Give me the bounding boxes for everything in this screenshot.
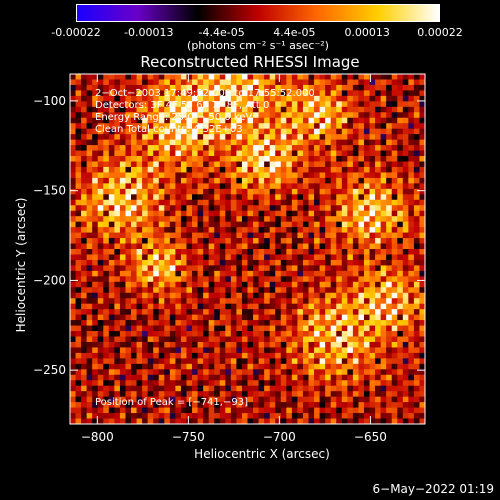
colorbar-tick-label: -0.00013	[124, 26, 174, 39]
heatmap-cells	[70, 74, 426, 425]
colorbar-tick-label: 0.00013	[344, 26, 390, 39]
colorbar-tick-label: 0.00022	[417, 26, 463, 39]
annotation-method: Clean Total counts: 4.32E+03	[95, 124, 243, 135]
colorbar-tick-label: -0.00022	[51, 26, 101, 39]
y-tick-label: −250	[33, 363, 66, 377]
footer-date: 6−May−2022 01:19	[372, 482, 495, 496]
annotation-detectors: Detectors: 3F 4F 5F 6F 7F 8F, Att 0	[95, 100, 270, 111]
colorbar-tick-label: 4.4e-05	[273, 26, 316, 39]
x-tick-label: −700	[263, 430, 296, 444]
y-tick-label: −150	[33, 184, 66, 198]
y-tick-label: −200	[33, 273, 66, 287]
plot-frame	[69, 73, 426, 425]
x-tick-label: −750	[172, 430, 205, 444]
chart-title: Reconstructed RHESSI Image	[140, 53, 360, 71]
colorbar-tick-label: -4.4e-05	[198, 26, 245, 39]
colorbar-units: (photons cm⁻² s⁻¹ asec⁻²)	[187, 39, 329, 52]
x-axis-label: Heliocentric X (arcsec)	[194, 447, 330, 461]
y-tick-label: −100	[33, 94, 66, 108]
annotation-time: 2−Oct−2003 17:49:52.000 to 17:55:52.000	[95, 88, 315, 99]
annotation-energy: Energy Range: 25.0 − 50.0 keV	[95, 112, 253, 123]
annotation-peak: Position of Peak = [−741,−93]	[95, 397, 248, 408]
x-tick-label: −800	[81, 430, 114, 444]
x-tick-label: −650	[354, 430, 387, 444]
axis-ticks: −800 −750 −700 −650 −100 −150 −200 −250	[33, 74, 425, 444]
colorbar	[76, 4, 440, 22]
